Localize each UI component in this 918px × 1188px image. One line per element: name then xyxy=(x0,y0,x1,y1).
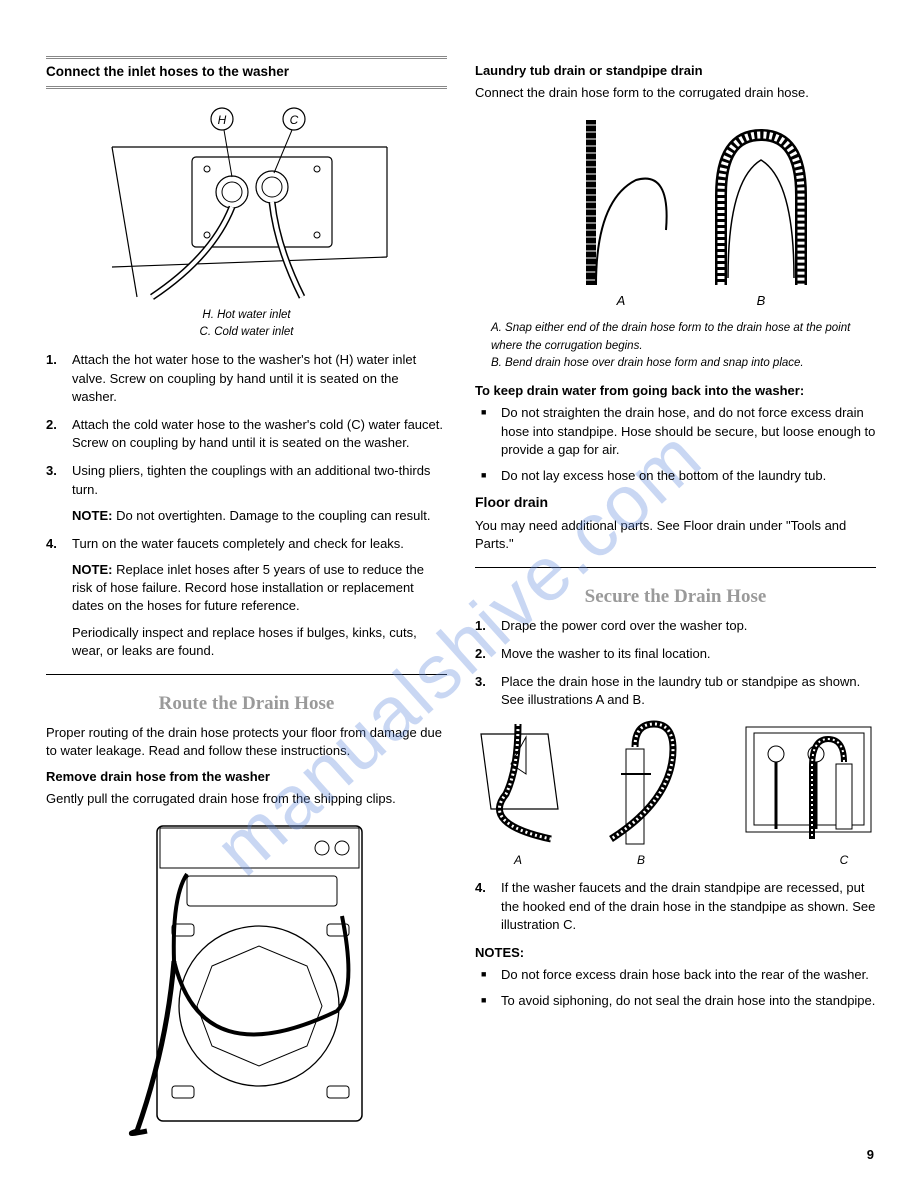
inlet-caption-h: H. Hot water inlet xyxy=(46,307,447,324)
laundry-tub-intro: Connect the drain hose form to the corru… xyxy=(475,84,876,102)
svg-text:B: B xyxy=(636,853,644,867)
inlet-step-1: Attach the hot water hose to the washer'… xyxy=(46,351,447,406)
svg-text:C: C xyxy=(289,113,298,127)
secure-step-4-list: If the washer faucets and the drain stan… xyxy=(475,879,876,934)
keep-water-title: To keep drain water from going back into… xyxy=(475,382,876,400)
floor-drain-text: You may need additional parts. See Floor… xyxy=(475,517,876,553)
divider-left xyxy=(46,674,447,675)
notes-header: NOTES: xyxy=(475,944,876,962)
svg-text:C: C xyxy=(839,853,848,867)
svg-text:A: A xyxy=(615,293,625,308)
secure-step-4: If the washer faucets and the drain stan… xyxy=(475,879,876,934)
keep-bullet-1: Do not straighten the drain hose, and do… xyxy=(475,404,876,459)
right-column: Laundry tub drain or standpipe drain Con… xyxy=(475,56,876,1146)
keep-water-bullets: Do not straighten the drain hose, and do… xyxy=(475,404,876,485)
inlet-hoses-header: Connect the inlet hoses to the washer xyxy=(46,56,447,89)
secure-figure: A B xyxy=(475,719,876,869)
laundry-tub-header: Laundry tub drain or standpipe drain xyxy=(475,62,876,80)
floor-drain-header: Floor drain xyxy=(475,493,876,513)
hose-form-captions: A. Snap either end of the drain hose for… xyxy=(475,320,876,372)
divider-right xyxy=(475,567,876,568)
svg-text:B: B xyxy=(756,293,765,308)
inlet-step-4: Turn on the water faucets completely and… xyxy=(46,535,447,660)
route-drain-heading: Route the Drain Hose xyxy=(46,691,447,718)
remove-hose-subhead: Remove drain hose from the washer xyxy=(46,768,447,786)
secure-step-2: Move the washer to its final location. xyxy=(475,645,876,663)
inlet-hose-figure: H C H. Hot water inlet C. Cold water inl… xyxy=(46,97,447,342)
page-number: 9 xyxy=(867,1146,874,1164)
svg-text:H: H xyxy=(217,113,226,127)
two-column-layout: Connect the inlet hoses to the washer xyxy=(46,56,876,1146)
inlet-step-2: Attach the cold water hose to the washer… xyxy=(46,416,447,452)
secure-step-1: Drape the power cord over the washer top… xyxy=(475,617,876,635)
keep-bullet-2: Do not lay excess hose on the bottom of … xyxy=(475,467,876,485)
inlet-steps: Attach the hot water hose to the washer'… xyxy=(46,351,447,660)
notes-list: Do not force excess drain hose back into… xyxy=(475,966,876,1010)
hose-form-figure: A B xyxy=(475,110,876,310)
route-intro: Proper routing of the drain hose protect… xyxy=(46,724,447,760)
svg-text:A: A xyxy=(512,853,521,867)
note-2: To avoid siphoning, do not seal the drai… xyxy=(475,992,876,1010)
secure-step-3: Place the drain hose in the laundry tub … xyxy=(475,673,876,709)
inlet-step-3: Using pliers, tighten the couplings with… xyxy=(46,462,447,525)
secure-drain-heading: Secure the Drain Hose xyxy=(475,584,876,611)
remove-hose-text: Gently pull the corrugated drain hose fr… xyxy=(46,790,447,808)
washer-figure xyxy=(46,816,447,1136)
note-1: Do not force excess drain hose back into… xyxy=(475,966,876,984)
secure-steps: Drape the power cord over the washer top… xyxy=(475,617,876,710)
inlet-caption-c: C. Cold water inlet xyxy=(46,324,447,341)
left-column: Connect the inlet hoses to the washer xyxy=(46,56,447,1146)
